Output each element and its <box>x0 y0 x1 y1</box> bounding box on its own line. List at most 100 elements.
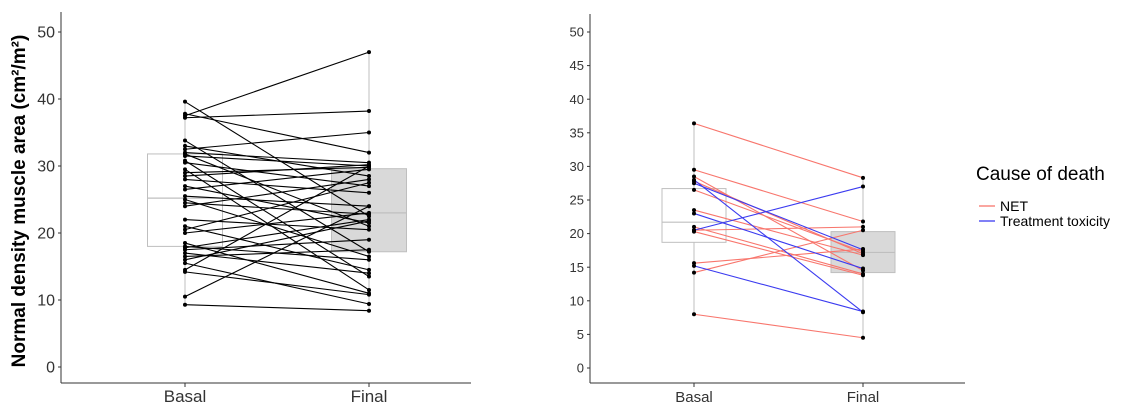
right-paired-line <box>693 186 864 231</box>
left-paired-line <box>184 162 370 187</box>
right-paired-line <box>693 231 864 276</box>
left-paired-line <box>184 239 370 251</box>
left-point <box>367 130 371 135</box>
left-point <box>367 167 371 172</box>
right-paired-line <box>693 226 864 275</box>
left-point <box>183 170 187 175</box>
left-point <box>367 164 371 168</box>
left-panel: Normal density muscle area (cm²/m²) 0 10 2… <box>9 12 471 405</box>
left-point <box>367 224 371 229</box>
left-paired-line <box>184 113 370 154</box>
left-point <box>367 227 371 232</box>
right-point <box>692 270 696 275</box>
left-point <box>183 302 187 307</box>
right-box-basal <box>661 188 727 243</box>
left-point <box>367 190 371 195</box>
right-point <box>861 224 865 229</box>
left-x-tick-label-basal: Basal <box>164 387 207 405</box>
left-point <box>367 150 371 155</box>
left-paired-line <box>184 168 370 190</box>
left-paired-line <box>184 153 370 227</box>
right-paired-line <box>693 179 864 313</box>
right-point <box>861 335 865 340</box>
left-point <box>183 197 187 202</box>
left-point <box>367 210 371 215</box>
left-point <box>367 174 371 179</box>
left-point <box>367 267 371 272</box>
left-y-tick-label: 40 <box>37 92 55 109</box>
right-point <box>692 187 696 192</box>
left-paired-line <box>184 195 370 207</box>
right-point <box>692 208 696 213</box>
right-y-ticks: 0 5 10 15 20 25 30 35 40 45 50 <box>570 25 590 376</box>
right-y-tick-label: 20 <box>570 226 584 241</box>
right-point <box>692 121 696 126</box>
left-point <box>183 269 187 274</box>
legend: Cause of death NET Treatment toxicity <box>976 164 1110 229</box>
right-paired-line <box>693 122 864 179</box>
left-points <box>183 50 371 313</box>
left-point <box>367 237 371 242</box>
right-paired-line <box>693 248 864 264</box>
left-point <box>367 180 371 185</box>
left-paired-line <box>184 164 370 177</box>
left-paired-line <box>184 212 370 234</box>
left-paired-line <box>184 185 370 224</box>
right-point <box>692 177 696 182</box>
left-paired-line <box>184 271 370 296</box>
left-y-tick-label: 0 <box>46 360 55 377</box>
left-point <box>367 204 371 209</box>
left-point <box>183 194 187 199</box>
right-point <box>861 266 865 271</box>
left-point <box>367 254 371 259</box>
left-paired-lines <box>184 51 370 312</box>
right-paired-line <box>693 229 864 274</box>
left-point <box>367 184 371 189</box>
left-paired-line <box>184 152 370 164</box>
left-y-tick-label: 50 <box>37 25 55 42</box>
left-point <box>183 294 187 299</box>
right-point <box>861 273 865 278</box>
left-point <box>183 174 187 179</box>
left-paired-line <box>184 205 370 298</box>
left-point <box>183 224 187 229</box>
left-point <box>183 147 187 152</box>
left-point <box>183 227 187 232</box>
right-paired-line <box>693 265 864 313</box>
right-y-tick-label: 40 <box>570 92 584 107</box>
right-paired-line <box>693 189 864 253</box>
left-point <box>367 302 371 307</box>
left-paired-line <box>184 249 370 257</box>
right-y-tick-label: 50 <box>570 25 584 40</box>
left-paired-line <box>184 202 370 215</box>
left-point <box>183 153 187 158</box>
left-point <box>367 177 371 182</box>
right-y-tick-label: 30 <box>570 159 584 174</box>
left-point <box>367 109 371 114</box>
right-point <box>692 211 696 216</box>
right-panel: 0 5 10 15 20 25 30 35 40 45 50 Basal Final <box>570 14 965 405</box>
right-point <box>861 228 865 233</box>
right-point <box>692 174 696 179</box>
left-paired-line <box>184 304 370 312</box>
right-point <box>692 224 696 229</box>
right-point <box>861 219 865 224</box>
left-point <box>183 187 187 192</box>
right-y-tick-label: 10 <box>570 293 584 308</box>
right-x-tick-label-basal: Basal <box>675 389 713 405</box>
left-paired-line <box>184 220 370 261</box>
left-point <box>183 251 187 256</box>
left-point <box>183 99 187 104</box>
right-point <box>861 184 865 189</box>
left-paired-line <box>184 155 370 167</box>
left-y-tick-label: 30 <box>37 159 55 176</box>
left-point <box>367 218 371 223</box>
left-point <box>183 160 187 165</box>
left-point <box>367 308 371 313</box>
right-paired-line <box>693 175 864 272</box>
left-point <box>183 217 187 222</box>
left-point <box>183 138 187 143</box>
legend-title: Cause of death <box>976 164 1105 185</box>
right-paired-line <box>693 182 864 251</box>
left-point <box>183 241 187 246</box>
